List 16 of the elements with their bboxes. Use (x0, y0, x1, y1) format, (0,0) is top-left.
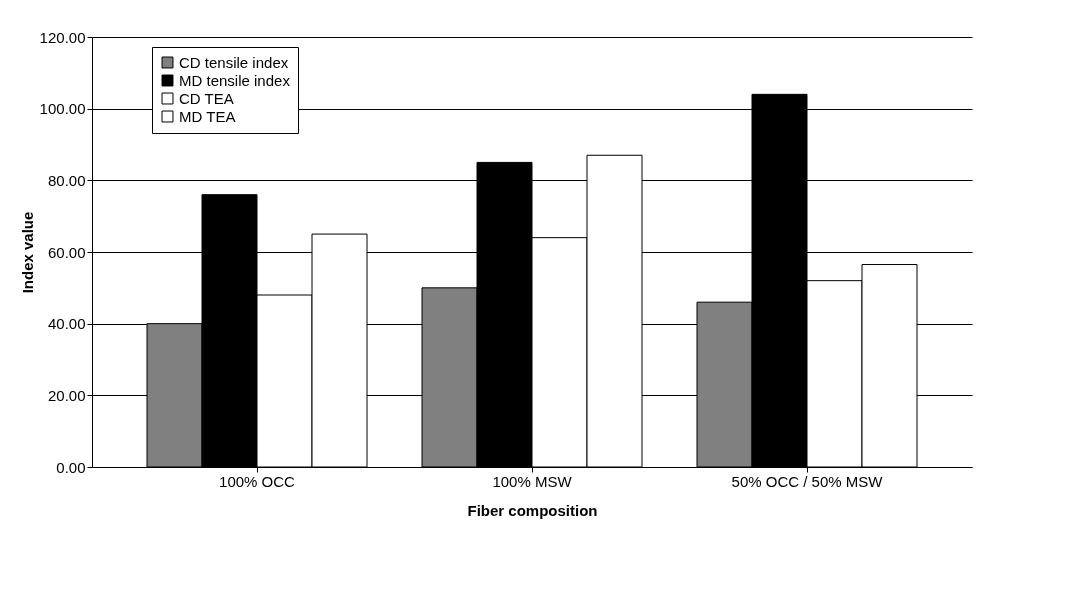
x-tick-label: 100% OCC (219, 472, 296, 490)
legend-label: MD TEA (179, 107, 236, 125)
x-axis-title: Fiber composition (467, 501, 598, 519)
y-axis-title: Index value (18, 211, 36, 294)
legend-label: CD TEA (179, 89, 234, 107)
y-tick-label: 40.00 (47, 315, 86, 333)
x-tick-label: 100% MSW (492, 472, 573, 490)
y-tick-label: 100.00 (39, 100, 86, 118)
y-tick-label: 0.00 (56, 458, 86, 476)
y-tick-label: 20.00 (47, 386, 86, 404)
y-tick-label: 120.00 (39, 28, 86, 46)
legend-label: CD tensile index (179, 53, 289, 71)
legend-label: MD tensile index (179, 71, 291, 89)
y-tick-label: 60.00 (47, 243, 86, 261)
x-tick-label: 50% OCC / 50% MSW (731, 472, 884, 490)
y-tick-label: 80.00 (47, 171, 86, 189)
